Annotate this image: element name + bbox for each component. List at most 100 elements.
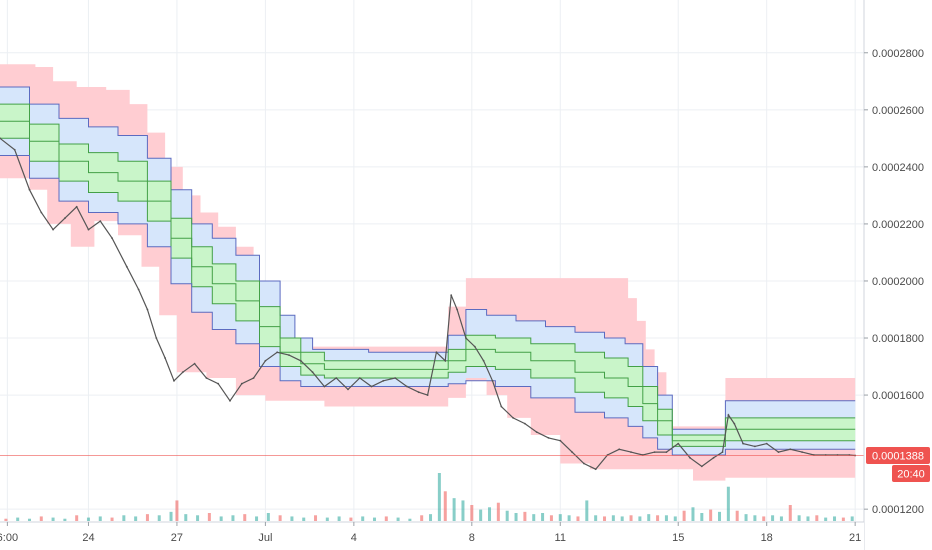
price-point [721,451,724,453]
volume-bar [231,515,235,521]
volume-bar [514,513,518,521]
price-point [547,437,550,439]
volume-bar [27,518,31,521]
volume-bar [437,473,441,521]
volume-bar [638,516,642,521]
price-point [618,448,621,451]
time-axis-tick-label: 27 [171,532,183,544]
volume-bar [86,517,90,521]
price-point [205,377,208,379]
price-point [727,414,730,416]
price-point [689,456,691,459]
volume-bar [700,513,704,521]
price-point [264,359,267,362]
price-axis-tick-label: 0.0001200 [872,504,924,516]
volume-bar [753,515,757,521]
volume-bar [384,516,388,521]
price-point [406,385,408,388]
volume-bar [302,517,306,521]
volume-bar [496,502,500,521]
volume-bar [709,509,713,521]
green-band-mid-line [0,120,856,442]
price-point [125,265,128,268]
volume-bar [806,516,810,521]
volume-bar [110,517,114,521]
price-point [456,308,458,311]
volume-bar [196,515,200,521]
price-axis-tick-label: 0.0001600 [872,390,924,402]
price-point [288,354,290,356]
volume-bar [558,514,562,521]
price-point [583,462,585,465]
volume-bar [549,515,553,521]
inner-band-upper-line [0,86,856,430]
price-point [137,288,140,291]
volume-bar [361,516,365,521]
price-series [0,137,857,471]
price-point [64,217,66,220]
volume-bar [169,511,173,521]
price-point [465,337,467,339]
price-axis-tick-label: 0.0002000 [872,276,924,288]
price-point [229,399,231,402]
price-point [630,451,632,453]
volume-bar [325,517,329,521]
price-point [111,237,113,240]
price-point [777,451,780,453]
price-point [276,351,279,354]
price-point [370,385,373,388]
grid-lines [0,0,864,522]
volume-bar [726,486,730,521]
volume-bar [779,516,783,521]
price-point [500,405,503,408]
volume-bar [576,516,580,521]
price-point [164,357,167,359]
volume-bar [603,516,607,521]
volume-bar [523,511,527,521]
price-point [173,379,175,382]
volume-bar [673,516,677,521]
price-point [335,377,338,379]
price-point [653,451,656,453]
price-point [742,442,744,445]
price-point [765,442,768,445]
volume-bar [184,514,188,521]
price-axis-tick-label: 0.0002200 [872,219,924,231]
price-point [240,382,243,385]
price-point [28,188,31,191]
volume-bar [290,516,294,521]
time-axis-tick-label: 11 [555,532,566,544]
volume-bar [98,516,102,521]
time-axis-panel[interactable] [0,522,864,550]
volume-bar [594,515,598,521]
price-point [482,359,485,362]
time-axis-tick-label: 18 [761,532,773,544]
price-point [382,379,385,382]
last-price-tag: 0.0001388 20:40 [866,447,930,483]
volume-bar [479,509,483,521]
price-point [181,371,184,374]
volume-bar [629,515,633,521]
volume-bar [788,505,792,521]
volume-bar [4,518,8,521]
price-point [677,442,680,445]
price-point [789,448,792,451]
volume-bar [797,515,801,521]
price-point [594,468,597,471]
price-axis-ticks: 0.0002800 0.0002600 0.0002400 0.0002200 0.00… [864,48,924,516]
price-point [559,439,562,442]
volume-bar [420,515,424,521]
price-point [13,148,16,151]
price-axis-tick-label: 0.0001800 [872,333,924,345]
time-axis-tick-label: 8 [469,532,475,544]
price-point [323,385,326,388]
volume-bar [833,516,837,521]
volume-bar [372,517,376,521]
price-point [535,431,538,433]
volume-bar [815,515,819,521]
price-point [311,371,314,374]
volume-bar [744,514,748,521]
volume-bar [219,516,223,521]
countdown-tag-box [892,465,930,483]
